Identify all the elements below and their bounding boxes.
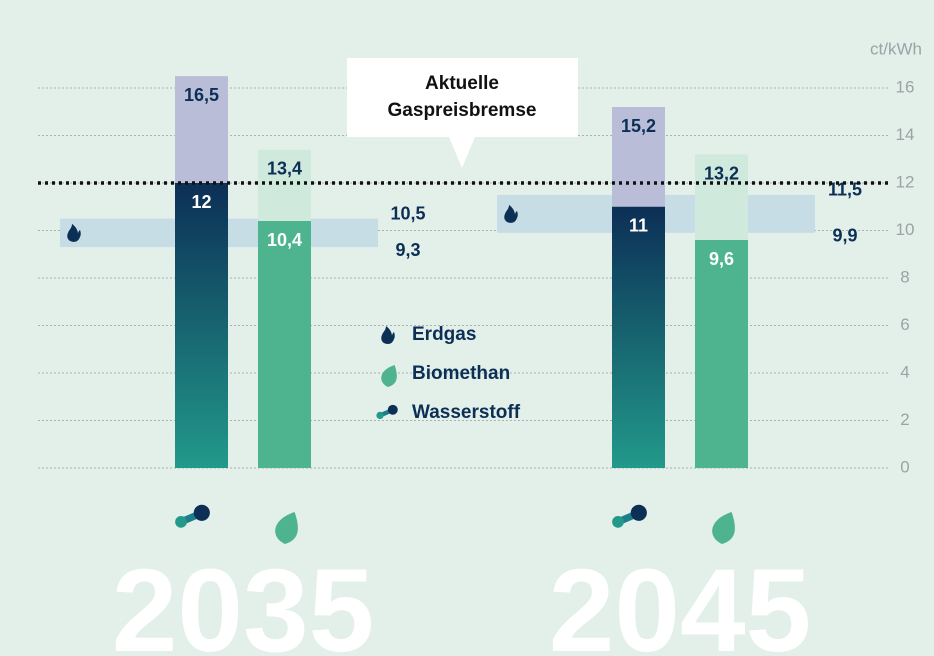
- year-label: 2035: [112, 545, 375, 656]
- high-label: 15,2: [621, 116, 656, 136]
- y-tick-label: 8: [900, 267, 909, 286]
- range-upper: [175, 76, 228, 183]
- reference-label: Aktuelle: [425, 73, 499, 94]
- range-lower: [175, 183, 228, 468]
- y-tick-label: 4: [900, 362, 909, 381]
- high-label: 13,2: [704, 163, 739, 183]
- low-label: 10,4: [267, 230, 302, 250]
- erdgas-low-label: 9,3: [395, 240, 420, 260]
- y-tick-label: 14: [896, 125, 915, 144]
- erdgas-low-label: 9,9: [832, 226, 857, 246]
- leaf-icon: [381, 365, 397, 387]
- h2-icon-dot: [387, 404, 398, 415]
- range-lower: [612, 206, 665, 468]
- legend-label: Biomethan: [412, 363, 510, 384]
- y-tick-label: 12: [896, 172, 915, 191]
- flame-icon: [504, 204, 518, 223]
- low-label: 11: [629, 216, 648, 236]
- h2-icon-dot: [630, 504, 647, 521]
- legend-label: Erdgas: [412, 324, 476, 345]
- range-lower: [258, 221, 311, 468]
- year-label: 2045: [549, 545, 812, 656]
- erdgas-high-label: 10,5: [390, 203, 425, 223]
- y-tick-label: 6: [900, 315, 909, 334]
- low-label: 9,6: [709, 249, 734, 269]
- high-label: 13,4: [267, 159, 302, 179]
- y-tick-label: 2: [900, 410, 909, 429]
- h2-icon-dot: [612, 516, 624, 528]
- h2-icon-dot: [193, 504, 210, 521]
- range-upper: [695, 154, 748, 240]
- y-tick-label: 16: [896, 77, 915, 96]
- flame-icon: [381, 326, 395, 344]
- range-lower: [695, 240, 748, 468]
- high-label: 16,5: [184, 85, 219, 105]
- range-upper: [612, 107, 665, 207]
- h2-icon-dot: [376, 411, 384, 419]
- leaf-icon: [275, 512, 298, 544]
- leaf-icon: [712, 512, 735, 544]
- h2-icon-dot: [175, 516, 187, 528]
- flame-icon: [67, 223, 81, 242]
- unit-label: ct/kWh: [870, 39, 922, 58]
- callout-box: [347, 58, 578, 168]
- reference-label: Gaspreisbremse: [388, 100, 537, 121]
- y-tick-label: 10: [896, 220, 915, 239]
- range-upper: [258, 149, 311, 221]
- low-label: 12: [191, 192, 211, 212]
- y-tick-label: 0: [900, 457, 909, 476]
- legend-label: Wasserstoff: [412, 402, 521, 423]
